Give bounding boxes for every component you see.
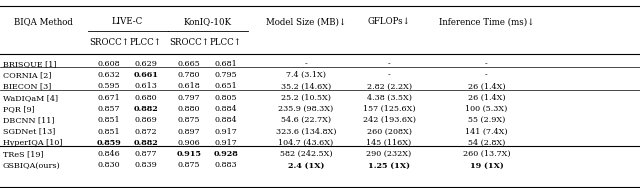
Text: SROCC↑: SROCC↑	[89, 38, 129, 47]
Text: 0.797: 0.797	[177, 94, 200, 102]
Text: HyperIQA [10]: HyperIQA [10]	[3, 139, 62, 147]
Text: 157 (125.6X): 157 (125.6X)	[363, 105, 415, 113]
Text: Inference Time (ms)↓: Inference Time (ms)↓	[438, 17, 534, 26]
Text: -: -	[388, 71, 390, 79]
Text: 0.857: 0.857	[97, 105, 120, 113]
Text: SGDNet [13]: SGDNet [13]	[3, 128, 55, 136]
Text: 19 (1X): 19 (1X)	[470, 161, 503, 169]
Text: 100 (5.3X): 100 (5.3X)	[465, 105, 508, 113]
Text: BRISQUE [1]: BRISQUE [1]	[3, 60, 56, 68]
Text: 55 (2.9X): 55 (2.9X)	[468, 116, 505, 124]
Text: 25.2 (10.5X): 25.2 (10.5X)	[281, 94, 331, 102]
Text: 0.595: 0.595	[97, 83, 120, 90]
Text: -: -	[485, 71, 488, 79]
Text: GSBIQA(ours): GSBIQA(ours)	[3, 161, 60, 169]
Text: 0.875: 0.875	[177, 161, 200, 169]
Text: 0.882: 0.882	[134, 105, 158, 113]
Text: PQR [9]: PQR [9]	[3, 105, 35, 113]
Text: 0.880: 0.880	[177, 105, 200, 113]
Text: 26 (1.4X): 26 (1.4X)	[468, 94, 505, 102]
Text: PLCC↑: PLCC↑	[130, 38, 162, 47]
Text: 0.629: 0.629	[134, 60, 157, 68]
Text: 235.9 (98.3X): 235.9 (98.3X)	[278, 105, 333, 113]
Text: 7.4 (3.1X): 7.4 (3.1X)	[286, 71, 326, 79]
Text: 0.877: 0.877	[134, 150, 157, 158]
Text: 0.872: 0.872	[134, 128, 157, 136]
Text: DBCNN [11]: DBCNN [11]	[3, 116, 54, 124]
Text: 0.859: 0.859	[97, 139, 121, 147]
Text: 242 (193.6X): 242 (193.6X)	[363, 116, 415, 124]
Text: 0.805: 0.805	[214, 94, 237, 102]
Text: 0.897: 0.897	[177, 128, 200, 136]
Text: 323.6 (134.8X): 323.6 (134.8X)	[276, 128, 336, 136]
Text: 0.613: 0.613	[134, 83, 157, 90]
Text: BIQA Method: BIQA Method	[14, 17, 73, 26]
Text: 54.6 (22.7X): 54.6 (22.7X)	[281, 116, 331, 124]
Text: 0.839: 0.839	[134, 161, 157, 169]
Text: 145 (116X): 145 (116X)	[367, 139, 412, 147]
Text: 260 (13.7X): 260 (13.7X)	[463, 150, 510, 158]
Text: 0.846: 0.846	[97, 150, 120, 158]
Text: KonIQ-10K: KonIQ-10K	[183, 17, 232, 26]
Text: 2.82 (2.2X): 2.82 (2.2X)	[367, 83, 412, 90]
Text: 54 (2.8X): 54 (2.8X)	[468, 139, 505, 147]
Text: 141 (7.4X): 141 (7.4X)	[465, 128, 508, 136]
Text: LIVE-C: LIVE-C	[112, 17, 143, 26]
Text: 104.7 (43.6X): 104.7 (43.6X)	[278, 139, 333, 147]
Text: 0.680: 0.680	[134, 94, 157, 102]
Text: 260 (208X): 260 (208X)	[367, 128, 412, 136]
Text: SROCC↑: SROCC↑	[169, 38, 209, 47]
Text: BIECON [3]: BIECON [3]	[3, 83, 51, 90]
Text: 0.906: 0.906	[177, 139, 200, 147]
Text: TReS [19]: TReS [19]	[3, 150, 43, 158]
Text: 0.917: 0.917	[214, 139, 237, 147]
Text: -: -	[485, 60, 488, 68]
Text: 0.632: 0.632	[97, 71, 120, 79]
Text: 2.4 (1X): 2.4 (1X)	[288, 161, 324, 169]
Text: 0.915: 0.915	[176, 150, 202, 158]
Text: 0.928: 0.928	[214, 150, 238, 158]
Text: Model Size (MB)↓: Model Size (MB)↓	[266, 17, 346, 26]
Text: 0.608: 0.608	[97, 60, 120, 68]
Text: WaDIQaM [4]: WaDIQaM [4]	[3, 94, 58, 102]
Text: 582 (242.5X): 582 (242.5X)	[280, 150, 332, 158]
Text: 0.851: 0.851	[97, 128, 120, 136]
Text: CORNIA [2]: CORNIA [2]	[3, 71, 51, 79]
Text: 26 (1.4X): 26 (1.4X)	[468, 83, 505, 90]
Text: 0.661: 0.661	[133, 71, 159, 79]
Text: PLCC↑: PLCC↑	[210, 38, 242, 47]
Text: 0.875: 0.875	[177, 116, 200, 124]
Text: -: -	[305, 60, 307, 68]
Text: 0.883: 0.883	[214, 161, 237, 169]
Text: 0.618: 0.618	[177, 83, 200, 90]
Text: 1.25 (1X): 1.25 (1X)	[368, 161, 410, 169]
Text: 0.851: 0.851	[97, 116, 120, 124]
Text: 35.2 (14.6X): 35.2 (14.6X)	[281, 83, 331, 90]
Text: 0.651: 0.651	[214, 83, 237, 90]
Text: GFLOPs↓: GFLOPs↓	[368, 17, 410, 26]
Text: 290 (232X): 290 (232X)	[367, 150, 412, 158]
Text: 0.882: 0.882	[134, 139, 158, 147]
Text: 0.681: 0.681	[214, 60, 237, 68]
Text: 0.884: 0.884	[214, 105, 237, 113]
Text: 0.869: 0.869	[134, 116, 157, 124]
Text: 0.884: 0.884	[214, 116, 237, 124]
Text: 4.38 (3.5X): 4.38 (3.5X)	[367, 94, 412, 102]
Text: 0.671: 0.671	[97, 94, 120, 102]
Text: 0.795: 0.795	[214, 71, 237, 79]
Text: 0.780: 0.780	[177, 71, 200, 79]
Text: -: -	[388, 60, 390, 68]
Text: 0.830: 0.830	[97, 161, 120, 169]
Text: 0.917: 0.917	[214, 128, 237, 136]
Text: 0.665: 0.665	[177, 60, 200, 68]
